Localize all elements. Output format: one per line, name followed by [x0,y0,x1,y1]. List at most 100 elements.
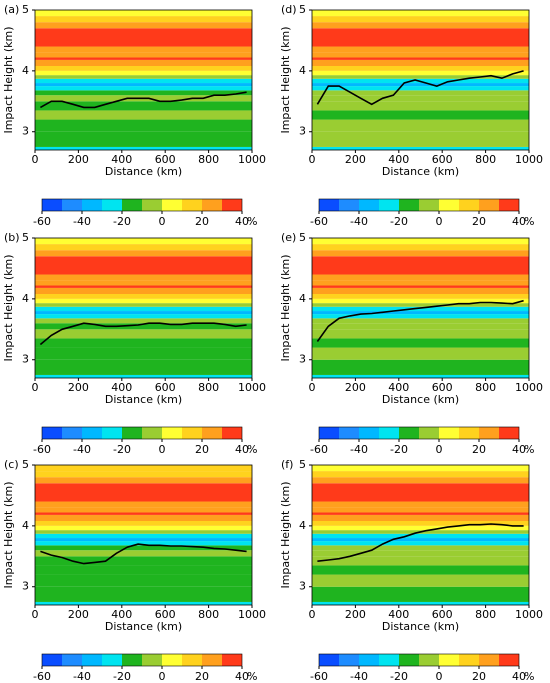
colorbar-tick-label: 20 [195,443,209,456]
contour-band [312,146,529,150]
y-tick-label: 4 [299,519,306,532]
colorbar-tick-label: -40 [350,670,368,683]
y-tick-label: 5 [299,3,306,16]
colorbar-swatch [62,654,82,666]
y-tick-label: 3 [22,125,29,138]
colorbar-tick-label: 20 [472,443,486,456]
x-axis-title: Distance (km) [382,393,459,406]
x-tick-label: 1000 [238,153,266,166]
colorbar-swatch [122,199,142,211]
x-tick-label: 600 [155,153,176,166]
contour-band [312,16,529,23]
colorbar-unit: % [524,443,534,456]
profile-line [316,299,524,342]
contour-band [312,28,529,47]
contour-band [312,471,529,478]
contour-band [312,538,529,542]
colorbar-tick-label: -60 [310,443,328,456]
colorbar-tick-label: 40 [512,670,526,683]
contour-band [312,298,529,304]
x-axis-title: Distance (km) [105,620,182,633]
x-tick-label: 1000 [515,153,543,166]
colorbar-swatch [419,199,439,211]
y-tick-label: 4 [22,292,29,305]
y-tick-label: 4 [22,519,29,532]
contour-band [312,318,529,324]
x-tick-label: 0 [32,608,39,621]
contour-band [35,311,252,315]
x-axis-title: Distance (km) [105,393,182,406]
x-tick-label: 400 [388,153,409,166]
contour-band [312,280,529,286]
contour-band [312,70,529,76]
contour-band [312,521,529,526]
colorbar-swatch [459,654,479,666]
contour-band [312,550,529,557]
contour-band [35,538,252,542]
contour-band [35,59,252,66]
y-tick-label: 5 [299,458,306,471]
contour-band [35,565,252,575]
x-tick-label: 600 [155,608,176,621]
plot-frame [311,9,530,151]
contour-band [35,477,252,484]
contour-band [312,347,529,360]
colorbar-swatch [459,427,479,439]
contour-band [312,46,529,53]
colorbar-swatch [439,654,459,666]
colorbar-swatch [379,199,399,211]
x-tick-label: 0 [32,381,39,394]
colorbar-tick-label: -20 [113,215,131,228]
contour-band [35,323,252,330]
x-tick-label: 1000 [238,608,266,621]
contour-band [35,110,252,120]
contour-band [312,22,529,29]
y-tick-label: 3 [299,580,306,593]
colorbar-swatch [359,654,379,666]
contour-band [312,274,529,281]
colorbar-tick-label: -40 [73,670,91,683]
profile-line [317,523,524,562]
contour-band [35,545,252,551]
colorbar-tick-label: 20 [472,215,486,228]
contour-band [35,541,252,546]
colorbar-tick-label: -20 [113,670,131,683]
colorbar-swatch [202,427,222,439]
contour-band [35,250,252,257]
contour-band [312,533,529,539]
colorbar-tick-label: -60 [310,670,328,683]
contour-band [35,28,252,47]
x-tick-label: 0 [309,608,316,621]
contour-band [312,256,529,275]
y-axis-title: Impact Height (km) [2,481,15,588]
contour-band [35,550,252,557]
x-tick-label: 400 [111,608,132,621]
contour-band [35,514,252,521]
contour-band [35,70,252,76]
y-tick-label: 5 [299,231,306,244]
contour-band [312,374,529,378]
x-tick-label: 0 [309,153,316,166]
colorbar-swatch [162,199,182,211]
colorbar-swatch [182,199,202,211]
contour-band [312,75,529,79]
contour-band [35,75,252,79]
colorbar-unit: % [247,215,257,228]
contour-band [312,314,529,319]
contour-band [35,601,252,605]
contour-band [312,311,529,315]
contour-band [35,314,252,319]
colorbar-tick-label: 20 [195,670,209,683]
colorbar-swatch [379,654,399,666]
x-tick-label: 0 [32,153,39,166]
contour-band [35,525,252,531]
contour-band [35,512,252,515]
x-tick-label: 400 [388,381,409,394]
colorbar-swatch [162,654,182,666]
contour-band [35,359,252,375]
y-tick-label: 5 [22,3,29,16]
y-axis-title: Impact Height (km) [279,26,292,133]
y-axis-title: Impact Height (km) [279,254,292,361]
contour-band [312,525,529,531]
contour-band [312,303,529,307]
